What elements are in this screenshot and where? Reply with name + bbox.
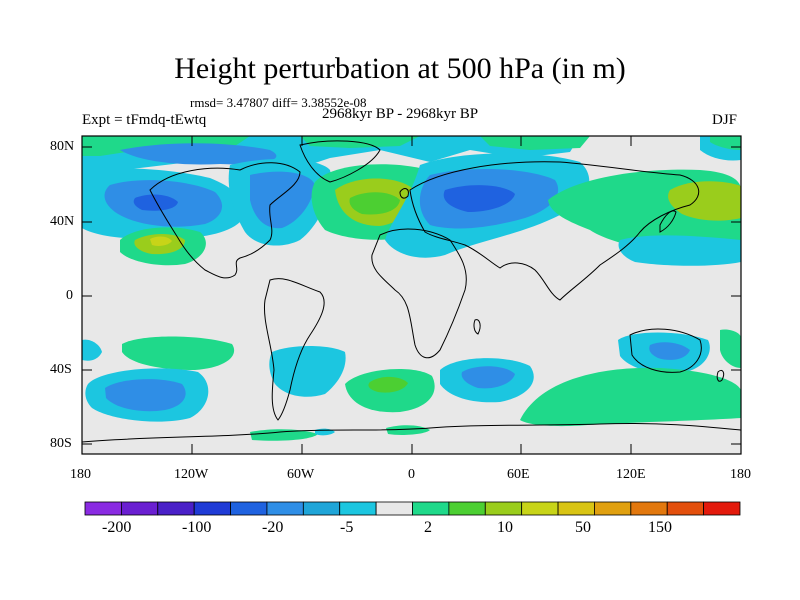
lat-label-0: 0 <box>66 288 73 303</box>
colorbar-label: 10 <box>497 519 513 536</box>
axis-ticks <box>81 136 742 454</box>
contour-green-satlantic-core <box>368 376 408 393</box>
contour-lime-wpacific <box>668 181 741 221</box>
colorbar-swatch <box>157 501 195 516</box>
contour-green-natlantic-core <box>349 192 400 215</box>
colorbar-swatch <box>448 501 486 516</box>
contour-blue-sw-low-mid <box>105 379 186 412</box>
contour-blue-greenland-mid <box>250 171 315 229</box>
contour-green-antarctic2 <box>386 425 430 435</box>
colorbar-swatch <box>521 501 559 516</box>
coast-japan <box>659 210 677 233</box>
contour-blue-sam <box>269 346 346 397</box>
coast-greenland <box>299 140 381 183</box>
colorbar-swatch <box>84 501 122 516</box>
contour-green-spacific-east <box>720 329 741 368</box>
colorbar-swatch <box>412 501 450 516</box>
lon-label-0: 0 <box>408 467 415 482</box>
colorbar-swatch <box>594 501 632 516</box>
contour-blue-arctic-core <box>120 143 277 165</box>
coast-africa <box>371 228 467 359</box>
lon-label-60e: 60E <box>507 467 530 482</box>
colorbar-label: -100 <box>182 519 212 536</box>
coast-eurasia <box>409 161 700 301</box>
period-label: 2968kyr BP - 2968kyr BP <box>322 106 479 122</box>
experiment-label: Expt = tFmdq-tEwtq <box>82 112 207 128</box>
lat-label-80s: 80S <box>50 436 72 451</box>
colorbar-swatch <box>484 501 523 516</box>
lat-label-40s: 40S <box>50 362 72 377</box>
coast-antarctica <box>82 422 741 443</box>
stats-text: rmsd= 3.47807 diff= 3.38552e-08 <box>190 95 367 110</box>
lon-label-120w: 120W <box>174 467 209 482</box>
lon-label-60w: 60W <box>287 467 315 482</box>
contour-blue-swest <box>82 339 102 361</box>
contour-green-southern-ocean <box>520 367 741 427</box>
contour-blue-eurasia-core <box>443 185 515 212</box>
contour-blue-australia-mid <box>649 342 690 360</box>
contour-green-antarctic1 <box>250 429 318 441</box>
colorbar-swatch <box>703 501 741 516</box>
colorbar-swatch <box>339 501 377 516</box>
colorbar-label: 50 <box>575 519 591 536</box>
coast-madagascar <box>473 319 481 335</box>
contour-green-sw1 <box>122 336 235 370</box>
coast-new-zealand <box>716 369 725 382</box>
colorbar-swatch <box>666 501 705 516</box>
coast-south-america <box>263 278 325 421</box>
lat-label-80n: 80N <box>50 139 75 154</box>
coast-north-america <box>149 162 301 279</box>
lon-label-180w: 180 <box>70 467 91 482</box>
colorbar-swatch <box>375 501 413 516</box>
contour-blue-sindian-core <box>461 366 515 389</box>
colorbar-label: 150 <box>648 519 672 536</box>
colorbar-swatch <box>302 501 341 516</box>
coast-australia <box>629 328 702 373</box>
lon-label-180e: 180 <box>730 467 751 482</box>
colorbar-label: -20 <box>262 519 284 536</box>
colorbar-swatch <box>230 501 268 516</box>
colorbar <box>84 501 741 516</box>
lon-label-120e: 120E <box>616 467 646 482</box>
colorbar-swatch <box>630 501 668 516</box>
colorbar-swatch <box>193 501 231 516</box>
colorbar-swatch <box>120 501 159 516</box>
colorbar-swatch <box>266 501 304 516</box>
coastlines <box>82 140 741 443</box>
contour-blue-easia-south <box>618 235 741 266</box>
coast-britain <box>399 188 409 199</box>
colorbar-swatch <box>557 501 595 516</box>
contour-yellow-wpac-high <box>150 236 172 246</box>
colorbar-label: 2 <box>424 519 432 536</box>
lat-label-40n: 40N <box>50 214 75 229</box>
perturbation-field <box>82 136 741 443</box>
season-label: DJF <box>712 112 738 128</box>
colorbar-label: -200 <box>102 519 132 536</box>
plot-title: Height perturbation at 500 hPa (in m) <box>174 52 626 85</box>
contour-green-arctic-e <box>480 136 590 150</box>
colorbar-label: -5 <box>340 519 354 536</box>
contour-blue-npacific-core <box>133 194 178 211</box>
